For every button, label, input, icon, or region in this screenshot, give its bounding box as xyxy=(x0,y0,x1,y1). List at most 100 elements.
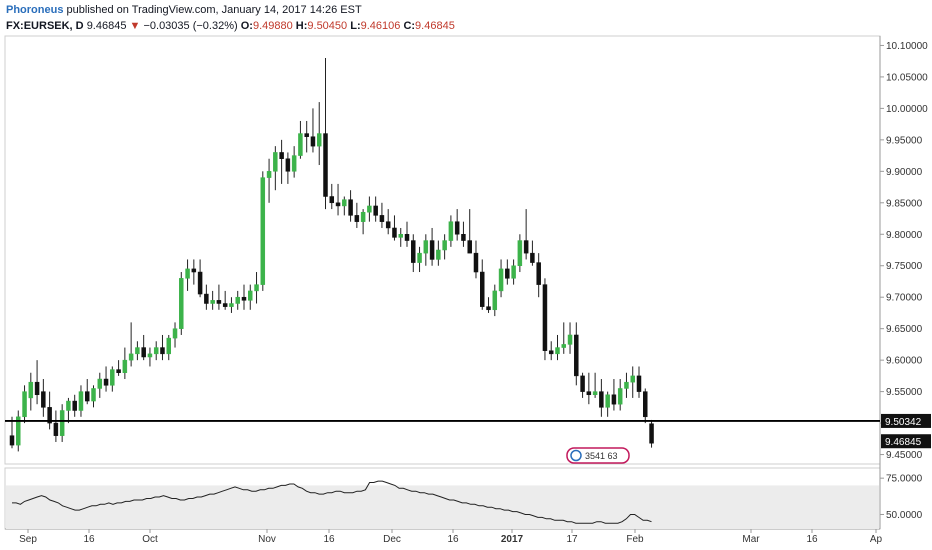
candle-down xyxy=(304,133,309,137)
low-value: 9.46106 xyxy=(360,20,401,32)
price-tick-label: 9.70000 xyxy=(886,293,923,304)
candle-down xyxy=(461,234,466,241)
symbol-line: FX:EURSEK, D 9.46845 ▼ −0.03035 (−0.32%)… xyxy=(6,20,455,32)
candle-up xyxy=(517,240,523,266)
time-tick-label: Dec xyxy=(383,534,401,545)
candle-down xyxy=(323,133,328,197)
candle-down xyxy=(103,378,109,386)
candle-up xyxy=(360,211,366,222)
price-tick-label: 10.00000 xyxy=(886,104,928,115)
candle-up xyxy=(185,268,190,279)
time-tick-label: 2017 xyxy=(501,534,524,545)
candle-up xyxy=(273,152,278,172)
candle-down xyxy=(222,303,228,307)
candle-up xyxy=(423,240,429,254)
author-link[interactable]: Phoroneus xyxy=(6,4,64,16)
candle-down xyxy=(586,391,592,396)
candle-down xyxy=(116,369,121,373)
badge-eye-icon xyxy=(570,449,582,462)
publish-line: Phoroneus published on TradingView.com, … xyxy=(6,4,362,16)
candle-up xyxy=(316,133,322,147)
candle-down xyxy=(41,391,46,408)
candle-down xyxy=(204,293,209,304)
candle-up xyxy=(128,353,134,361)
candle-down xyxy=(643,391,648,418)
open-label: O: xyxy=(240,20,253,32)
candle-down xyxy=(279,152,284,159)
ideas-badge[interactable] xyxy=(566,447,630,464)
candle-up xyxy=(291,155,297,172)
candle-down xyxy=(216,300,222,304)
open-value: 9.49880 xyxy=(252,20,293,32)
time-tick-label: Oct xyxy=(142,534,158,545)
candle-down xyxy=(486,306,491,311)
candle-up xyxy=(91,388,96,402)
candle-up xyxy=(605,394,610,408)
candle-up xyxy=(442,240,447,251)
candle-down xyxy=(580,375,585,392)
time-tick-label: Nov xyxy=(258,534,276,545)
candle-up xyxy=(122,359,128,373)
close-label: C: xyxy=(403,20,416,32)
candle-up xyxy=(492,290,498,311)
candle-up xyxy=(166,337,171,355)
candle-up xyxy=(66,400,71,411)
candle-down xyxy=(467,240,472,254)
time-tick-label: 16 xyxy=(806,534,818,545)
symbol-label: FX:EURSEK, D xyxy=(6,20,84,32)
candle-up xyxy=(567,334,573,345)
candle-down xyxy=(335,202,341,207)
candle-down xyxy=(480,271,485,307)
candle-down xyxy=(354,215,360,222)
candle-down xyxy=(411,240,416,263)
candle-down xyxy=(473,252,479,273)
time-tick-label: 16 xyxy=(323,534,335,545)
candle-up xyxy=(342,199,347,207)
candle-up xyxy=(229,303,234,307)
time-tick-label: Feb xyxy=(626,534,644,545)
candle-down xyxy=(530,252,535,263)
price-tick-label: 9.75000 xyxy=(886,261,923,272)
candle-up xyxy=(260,177,266,285)
candle-down xyxy=(191,268,197,273)
candle-up xyxy=(398,234,403,238)
chart-header: Phoroneus published on TradingView.com, … xyxy=(0,0,932,36)
indicator-line xyxy=(12,480,652,524)
candle-up xyxy=(254,284,259,292)
candle-down xyxy=(536,262,541,285)
candle-down xyxy=(373,205,378,216)
candle-up xyxy=(172,328,178,339)
candle-down xyxy=(574,334,579,377)
price-tick-label: 9.65000 xyxy=(886,324,923,335)
change-value: −0.03035 (−0.32%) xyxy=(143,20,238,32)
published-text: published on TradingView.com, January 14… xyxy=(66,4,362,16)
candle-down xyxy=(72,400,77,411)
candle-down xyxy=(611,394,617,405)
candle-up xyxy=(448,221,454,241)
price-tick-label: 9.55000 xyxy=(886,387,923,398)
candle-up xyxy=(110,369,115,386)
candle-down xyxy=(241,296,247,301)
price-tick-label: 9.90000 xyxy=(886,167,923,178)
candle-up xyxy=(16,416,21,446)
candle-down xyxy=(310,136,316,147)
badge-text: 3541 63 xyxy=(585,451,618,461)
candle-down xyxy=(636,375,642,392)
candle-down xyxy=(392,227,397,238)
price-tick-label: 9.95000 xyxy=(886,135,923,146)
candle-down xyxy=(53,422,59,436)
candle-down xyxy=(649,423,654,444)
price-tick-label: 9.60000 xyxy=(886,356,923,367)
candle-down xyxy=(385,221,391,229)
close-value: 9.46845 xyxy=(415,20,455,32)
time-tick-label: 16 xyxy=(83,534,95,545)
candle-down xyxy=(197,271,203,295)
candle-up xyxy=(59,410,65,436)
candle-up xyxy=(147,353,153,358)
last-price: 9.46845 xyxy=(86,20,127,32)
candle-up xyxy=(235,296,240,304)
candle-up xyxy=(22,391,27,418)
candle-up xyxy=(617,388,623,405)
candle-up xyxy=(511,265,516,279)
